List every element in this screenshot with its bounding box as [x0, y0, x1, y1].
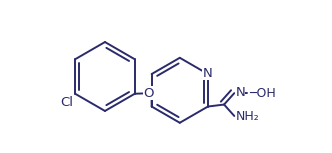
Text: Cl: Cl [60, 96, 73, 109]
Text: N: N [235, 86, 245, 99]
Text: N: N [203, 67, 213, 80]
Text: O: O [144, 87, 154, 100]
Text: NH₂: NH₂ [235, 110, 259, 123]
Text: ─OH: ─OH [249, 87, 276, 100]
